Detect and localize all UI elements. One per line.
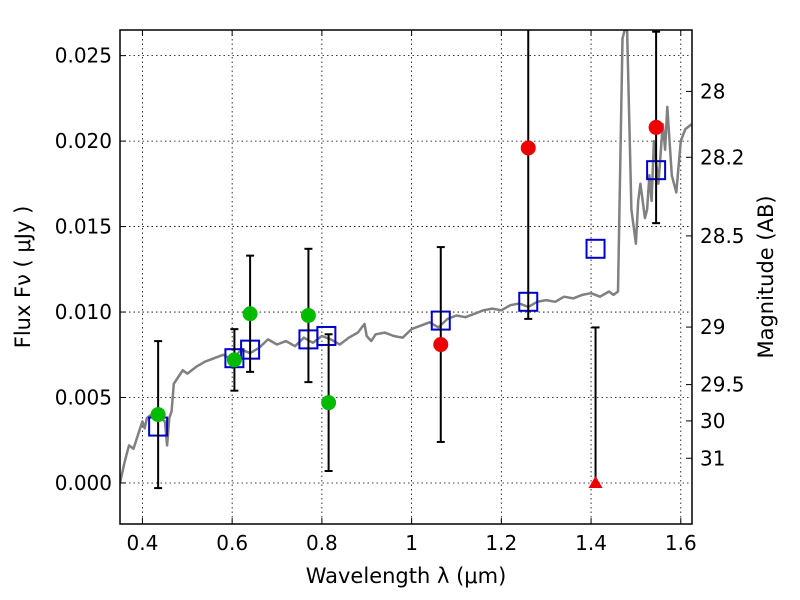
mag-tick-label: 28.5 <box>700 224 745 248</box>
optical-detection-point <box>242 306 258 322</box>
y-axis-title: Flux Fν ( μJy ) <box>11 206 35 349</box>
y-tick-label: 0.010 <box>55 300 112 324</box>
gridlines <box>120 30 692 524</box>
model-photometry-square <box>585 238 606 259</box>
y-tick-label: 0.015 <box>55 215 112 239</box>
plot-frame <box>119 29 693 525</box>
model-sed-line <box>120 30 692 484</box>
mag-tick-label: 31 <box>700 446 725 470</box>
x-tick-label: 0.6 <box>216 531 248 555</box>
y-tick-label: 0.020 <box>55 129 112 153</box>
model-photometry-square <box>316 325 337 346</box>
x-axis-title: Wavelength λ (μm) <box>306 564 507 588</box>
y-tick-label: 0.000 <box>55 471 112 495</box>
x-tick-label: 1 <box>405 531 418 555</box>
model-sed <box>120 30 692 484</box>
x-tick-label: 0.8 <box>306 531 338 555</box>
data-marks <box>148 30 667 490</box>
nir-detection-point <box>520 140 536 156</box>
mag-tick-label: 29.5 <box>700 373 745 397</box>
optical-detection-point <box>150 407 166 423</box>
upper-limit-triangle <box>588 475 603 488</box>
nir-detection-point <box>648 119 664 135</box>
optical-detection-point <box>226 352 242 368</box>
x-tick-label: 0.4 <box>127 531 159 555</box>
optical-detection-point <box>321 395 337 411</box>
mag-tick-label: 29 <box>700 315 725 339</box>
mag-tick-label: 28 <box>700 79 725 103</box>
nir-detection-point <box>433 337 449 353</box>
y-tick-label: 0.025 <box>55 44 112 68</box>
y2-axis-title: Magnitude (AB) <box>754 195 778 358</box>
x-tick-label: 1.2 <box>485 531 517 555</box>
ticks: 0.4 0.6 0.8 1 1.2 1.4 1.6 0.000 0.005 0.010 0.015 0… <box>55 30 745 555</box>
optical-detection-point <box>300 307 316 323</box>
y-tick-label: 0.005 <box>55 386 112 410</box>
x-tick-label: 1.6 <box>665 531 697 555</box>
mag-tick-label: 30 <box>700 409 725 433</box>
mag-tick-label: 28.2 <box>700 145 745 169</box>
x-tick-label: 1.4 <box>575 531 607 555</box>
